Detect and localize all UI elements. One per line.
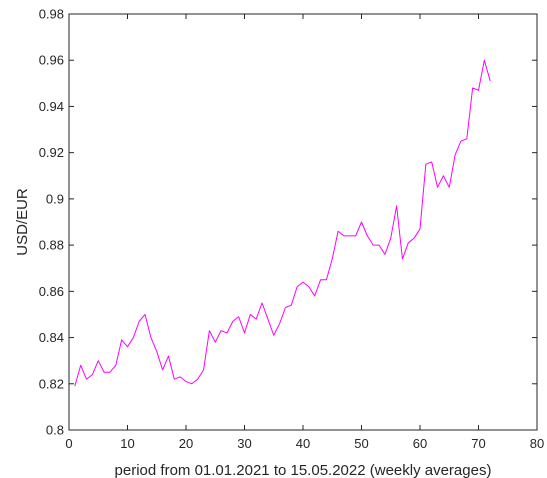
y-tick-label: 0.94 [39,99,64,114]
y-tick-label: 0.82 [39,376,64,391]
x-tick-label: 80 [530,436,544,451]
x-axis: 0 10 20 30 40 50 60 70 80 [65,14,544,451]
y-tick-label: 0.86 [39,284,64,299]
x-tick-label: 10 [120,436,134,451]
y-tick-label: 0.88 [39,238,64,253]
series-layer [74,59,491,387]
x-axis-label: period from 01.01.2021 to 15.05.2022 (we… [115,462,492,478]
y-tick-label: 0.84 [39,330,64,345]
plot-frame [68,13,538,431]
plot-area [69,14,537,430]
x-tick-label: 40 [296,436,310,451]
y-axis: 0.8 0.82 0.84 0.86 0.88 0.9 0.92 0.94 0.96 0.98 [39,7,537,438]
x-tick-label: 20 [179,436,193,451]
y-tick-label: 0.96 [39,53,64,68]
x-tick-label: 0 [65,436,72,451]
y-tick-label: 0.98 [39,7,64,22]
y-tick-label: 0.9 [46,191,64,206]
x-tick-label: 50 [354,436,368,451]
x-tick-label: 60 [413,436,427,451]
y-tick-label: 0.8 [46,423,64,438]
y-axis-label: USD/EUR [14,188,31,256]
x-tick-label: 30 [237,436,251,451]
x-tick-label: 70 [471,436,485,451]
y-tick-label: 0.92 [39,145,64,160]
series-line-0 [74,59,491,387]
